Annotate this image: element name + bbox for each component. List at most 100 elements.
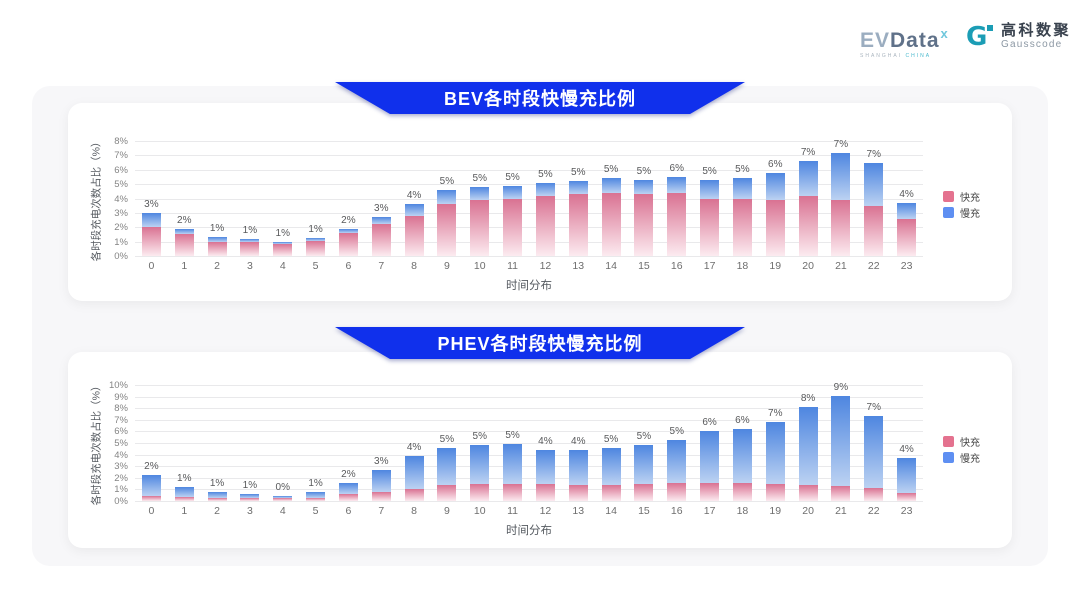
bar-segment-slow[interactable] — [338, 483, 358, 495]
bar-segment-fast[interactable] — [568, 484, 588, 501]
bar-segment-slow[interactable] — [207, 237, 227, 242]
bar-segment-slow[interactable] — [864, 415, 884, 488]
bar-segment-slow[interactable] — [601, 178, 621, 193]
bar-segment-slow[interactable] — [503, 185, 523, 199]
bar-segment-slow[interactable] — [765, 172, 785, 200]
bar-segment-fast[interactable] — [470, 199, 490, 256]
bar-segment-fast[interactable] — [371, 491, 391, 501]
bar-segment-slow[interactable] — [831, 152, 851, 200]
bar-segment-fast[interactable] — [831, 485, 851, 501]
bar-segment-fast[interactable] — [535, 195, 555, 256]
bar-segment-slow[interactable] — [338, 228, 358, 233]
bar-segment-slow[interactable] — [174, 487, 194, 497]
bar-segment-slow[interactable] — [798, 161, 818, 196]
bar-segment-fast[interactable] — [798, 195, 818, 256]
bar-segment-slow[interactable] — [732, 178, 752, 199]
bar-segment-slow[interactable] — [700, 179, 720, 199]
bar-segment-slow[interactable] — [568, 449, 588, 485]
bar-segment-fast[interactable] — [306, 240, 326, 256]
bar-segment-slow[interactable] — [765, 422, 785, 484]
bar-segment-slow[interactable] — [667, 176, 687, 193]
bar-segment-slow[interactable] — [240, 494, 260, 499]
bar-segment-fast[interactable] — [470, 484, 490, 501]
bar-segment-slow[interactable] — [174, 228, 194, 235]
bar-segment-slow[interactable] — [535, 182, 555, 196]
bar-segment-fast[interactable] — [404, 215, 424, 256]
bar-segment-slow[interactable] — [437, 447, 457, 485]
bar-segment-fast[interactable] — [667, 192, 687, 256]
bar-segment-fast[interactable] — [700, 198, 720, 256]
bar-segment-fast[interactable] — [437, 484, 457, 501]
bar-segment-fast[interactable] — [207, 241, 227, 256]
bar-segment-fast[interactable] — [765, 199, 785, 256]
bar-segment-fast[interactable] — [404, 489, 424, 501]
bar-segment-fast[interactable] — [306, 497, 326, 501]
bar-segment-fast[interactable] — [700, 483, 720, 501]
bar-segment-slow[interactable] — [371, 469, 391, 492]
bar-segment-slow[interactable] — [897, 202, 917, 219]
bar-segment-fast[interactable] — [174, 496, 194, 501]
legend-item[interactable]: 快充 — [943, 189, 980, 205]
bar-segment-slow[interactable] — [273, 495, 293, 499]
bar-segment-fast[interactable] — [601, 484, 621, 501]
bar-segment-slow[interactable] — [141, 475, 161, 496]
bar-segment-fast[interactable] — [503, 198, 523, 256]
bar-segment-slow[interactable] — [535, 449, 555, 485]
bar-segment-fast[interactable] — [634, 483, 654, 501]
bar-segment-slow[interactable] — [897, 458, 917, 493]
bar-segment-fast[interactable] — [503, 483, 523, 501]
bar-segment-slow[interactable] — [634, 445, 654, 484]
bar-segment-fast[interactable] — [667, 483, 687, 501]
bar-segment-fast[interactable] — [371, 224, 391, 256]
bar-segment-fast[interactable] — [732, 483, 752, 501]
bar-segment-slow[interactable] — [634, 179, 654, 195]
bar-segment-slow[interactable] — [700, 431, 720, 483]
bar-segment-fast[interactable] — [864, 205, 884, 256]
bar-segment-slow[interactable] — [437, 189, 457, 205]
bar-segment-slow[interactable] — [470, 187, 490, 200]
bar-segment-fast[interactable] — [601, 192, 621, 256]
bar-segment-slow[interactable] — [306, 492, 326, 498]
legend-item[interactable]: 慢充 — [943, 449, 980, 465]
bar-segment-fast[interactable] — [273, 243, 293, 256]
bar-segment-slow[interactable] — [831, 396, 851, 486]
bar-segment-slow[interactable] — [864, 162, 884, 206]
bar-segment-fast[interactable] — [437, 204, 457, 256]
bar-segment-slow[interactable] — [568, 181, 588, 195]
bar-segment-fast[interactable] — [535, 484, 555, 501]
bar-segment-slow[interactable] — [667, 439, 687, 484]
bar-segment-slow[interactable] — [732, 429, 752, 484]
legend-item[interactable]: 快充 — [943, 433, 980, 449]
bar-segment-fast[interactable] — [273, 498, 293, 501]
bar-segment-fast[interactable] — [798, 484, 818, 501]
bar-segment-fast[interactable] — [207, 497, 227, 501]
bar-segment-slow[interactable] — [207, 491, 227, 498]
bar-segment-slow[interactable] — [470, 445, 490, 485]
bar-segment-slow[interactable] — [503, 443, 523, 484]
bar-segment-slow[interactable] — [601, 447, 621, 485]
bar-segment-fast[interactable] — [634, 194, 654, 256]
bar-segment-fast[interactable] — [141, 495, 161, 501]
bar-segment-slow[interactable] — [404, 204, 424, 216]
bar-segment-fast[interactable] — [338, 494, 358, 501]
bar-segment-slow[interactable] — [306, 238, 326, 241]
bar-segment-fast[interactable] — [831, 199, 851, 256]
bar-segment-slow[interactable] — [371, 217, 391, 225]
bar-segment-fast[interactable] — [174, 234, 194, 256]
bar-segment-fast[interactable] — [864, 487, 884, 501]
bar-segment-fast[interactable] — [141, 227, 161, 256]
bar-segment-slow[interactable] — [273, 242, 293, 244]
bar-segment-slow[interactable] — [798, 407, 818, 485]
bar-segment-fast[interactable] — [732, 198, 752, 256]
bar-segment-slow[interactable] — [141, 212, 161, 228]
bar-segment-fast[interactable] — [240, 498, 260, 501]
bar-segment-fast[interactable] — [765, 483, 785, 501]
bar-segment-fast[interactable] — [897, 218, 917, 256]
legend-item[interactable]: 慢充 — [943, 205, 980, 221]
bar-segment-slow[interactable] — [404, 455, 424, 490]
bar-segment-fast[interactable] — [240, 242, 260, 256]
bar-segment-slow[interactable] — [240, 239, 260, 243]
bar-segment-fast[interactable] — [338, 233, 358, 256]
bar-segment-fast[interactable] — [568, 194, 588, 256]
bar-segment-fast[interactable] — [897, 492, 917, 501]
